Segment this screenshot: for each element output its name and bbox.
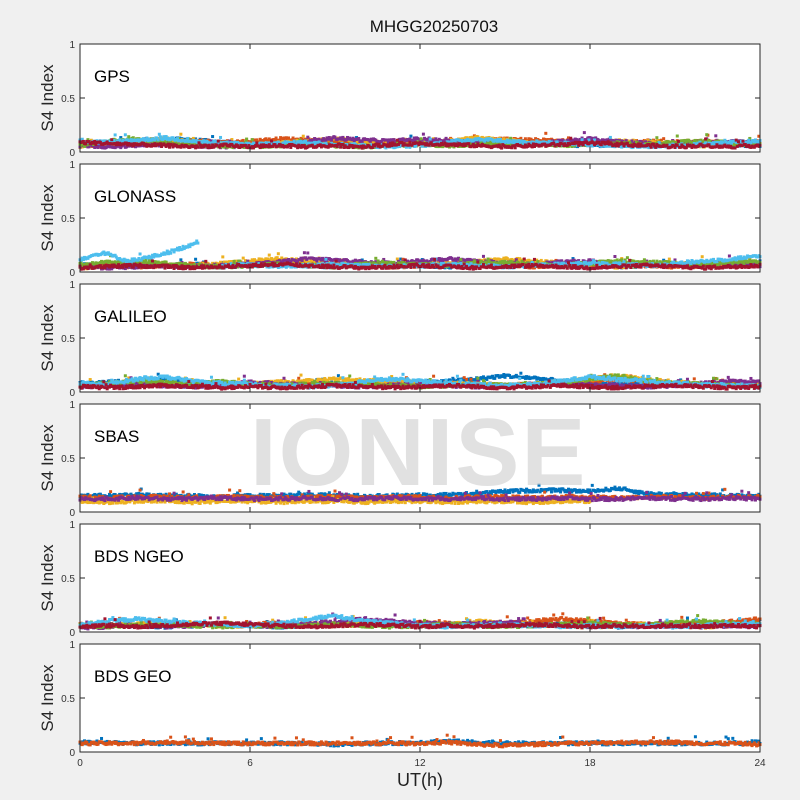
data-point [677,140,680,143]
y-tick-label: 1 [69,40,75,51]
data-point [124,133,127,136]
data-point [158,133,161,136]
data-point [583,131,586,134]
data-point [737,140,740,143]
data-point [514,146,517,149]
data-point [255,141,258,144]
data-point [306,136,309,139]
data-point [742,140,745,143]
data-point [293,140,296,143]
data-point [186,137,189,140]
data-point [179,258,182,261]
data-point [704,137,707,140]
data-point [219,136,222,139]
data-point [569,137,572,140]
data-point [302,135,305,138]
data-point [429,138,432,141]
data-point [251,138,254,141]
data-point [676,135,679,138]
data-point [211,135,214,138]
data-point [408,141,411,144]
data-point [270,140,273,143]
data-point [422,133,425,136]
data-point [179,133,182,136]
data-point [110,138,113,141]
y-tick-label: 0 [69,148,75,159]
chart-root: GPS 0 0.5 1 S4 Index GLONASS 0 0.5 1 S4 Index GALI… [0,0,800,800]
data-point [650,146,653,149]
data-point [194,258,197,261]
data-point [581,138,584,141]
panel-label: GPS [94,67,130,86]
y-axis-label: S4 Index [38,64,57,132]
y-tick-label: 0.5 [61,94,75,105]
data-point [420,137,423,140]
data-point [662,137,665,140]
data-point [245,138,248,141]
data-point [114,133,117,136]
data-point [217,140,220,143]
panel-background [80,44,760,152]
data-point [705,133,708,136]
data-point [409,135,412,138]
data-point [467,142,470,145]
panel-background [80,164,760,272]
data-point [339,146,342,149]
data-point [544,132,547,135]
data-point [157,138,160,141]
data-point [609,136,612,139]
data-point [714,134,717,137]
data-point [655,136,658,139]
